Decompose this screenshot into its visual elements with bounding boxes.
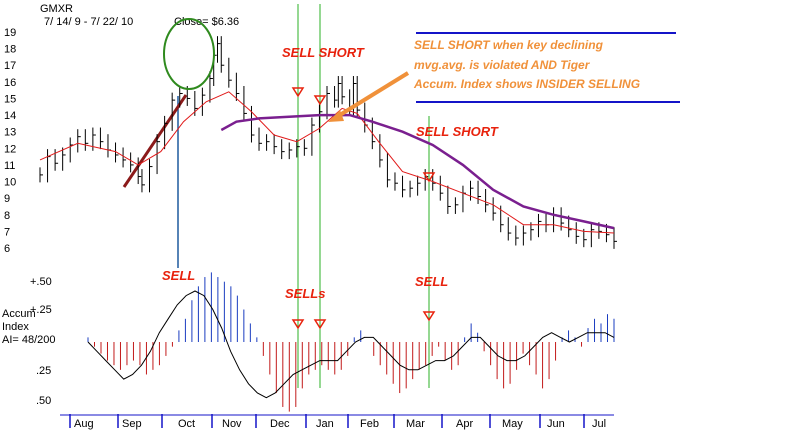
close-price-label: Close= $6.36 xyxy=(174,16,239,28)
annotation-arrowhead xyxy=(328,110,344,122)
peak-highlight-circle xyxy=(163,18,215,90)
accum-tick-minus-25: .25 xyxy=(36,365,51,377)
month-label: Jun xyxy=(547,418,565,430)
accum-label-line1: Accum xyxy=(2,308,36,320)
price-tick-label: 8 xyxy=(4,210,10,222)
sells-label-jan: SELLs xyxy=(285,286,325,301)
price-tick-label: 10 xyxy=(4,177,16,189)
ticker-label: GMXR xyxy=(40,3,73,15)
sell-label-mar: SELL xyxy=(415,274,448,289)
accum-sell-arrow xyxy=(291,319,305,330)
price-tick-label: 11 xyxy=(4,160,15,172)
price-tick-label: 15 xyxy=(4,93,16,105)
accum-label-line3: AI= 48/200 xyxy=(2,334,56,346)
month-label: Jan xyxy=(316,418,334,430)
price-tick-label: 6 xyxy=(4,243,10,255)
signal-vertical-lines xyxy=(122,4,430,388)
month-label: Feb xyxy=(360,418,379,430)
price-tick-label: 19 xyxy=(4,27,16,39)
accum-tick-minus-50: .50 xyxy=(36,395,51,407)
fast-moving-average xyxy=(39,91,615,234)
sell-arrow xyxy=(313,95,327,106)
price-tick-label: 13 xyxy=(4,127,16,139)
month-label: Apr xyxy=(456,418,473,430)
annotation-line3: Accum. Index shows INSIDER SELLING xyxy=(413,77,640,91)
accum-index-panel xyxy=(87,272,615,412)
price-tick-label: 14 xyxy=(4,110,16,122)
sell-label-oct: SELL xyxy=(162,268,195,283)
price-tick-label: 7 xyxy=(4,226,10,238)
date-range-label: 7/ 14/ 9 - 7/ 22/ 10 xyxy=(44,16,133,28)
accum-label-line2: Index xyxy=(2,321,29,333)
month-label: Aug xyxy=(74,418,94,430)
sell-arrow xyxy=(422,172,436,183)
month-label: Dec xyxy=(270,418,290,430)
uptrend-line xyxy=(122,94,188,188)
price-tick-label: 16 xyxy=(4,77,16,89)
x-axis: Aug Sep Oct Nov Dec Jan Feb Mar Apr May Jun Jul xyxy=(60,414,614,430)
month-label: Mar xyxy=(406,418,425,430)
sell-arrow xyxy=(291,87,305,98)
moving-averages xyxy=(39,87,615,234)
accum-signal-line xyxy=(87,290,615,399)
price-tick-label: 9 xyxy=(4,193,10,205)
price-tick-label: 17 xyxy=(4,60,16,72)
month-label: Sep xyxy=(122,418,142,430)
price-tick-label: 18 xyxy=(4,44,16,56)
month-label: Nov xyxy=(222,418,242,430)
accum-tick-plus-50: +.50 xyxy=(30,276,52,288)
accum-sell-arrow xyxy=(422,311,436,322)
price-bars xyxy=(39,36,617,249)
month-label: Jul xyxy=(592,418,606,430)
accum-tick-plus-25: +.25 xyxy=(30,304,52,316)
price-tick-label: 12 xyxy=(4,143,16,155)
month-label: Oct xyxy=(178,418,195,430)
accum-sell-arrow xyxy=(313,319,327,330)
sell-short-label-mid: SELL SHORT xyxy=(416,124,499,139)
slow-moving-average xyxy=(220,113,615,230)
sell-short-label-top: SELL SHORT xyxy=(282,45,365,60)
annotation-line1: SELL SHORT when key declining xyxy=(414,38,604,52)
price-y-axis: 19 18 17 16 15 14 13 12 11 10 9 8 7 6 xyxy=(4,27,16,255)
annotation-line2: mvg.avg. is violated AND Tiger xyxy=(414,58,591,72)
annotation-arrow xyxy=(333,71,410,120)
month-label: May xyxy=(502,418,523,430)
